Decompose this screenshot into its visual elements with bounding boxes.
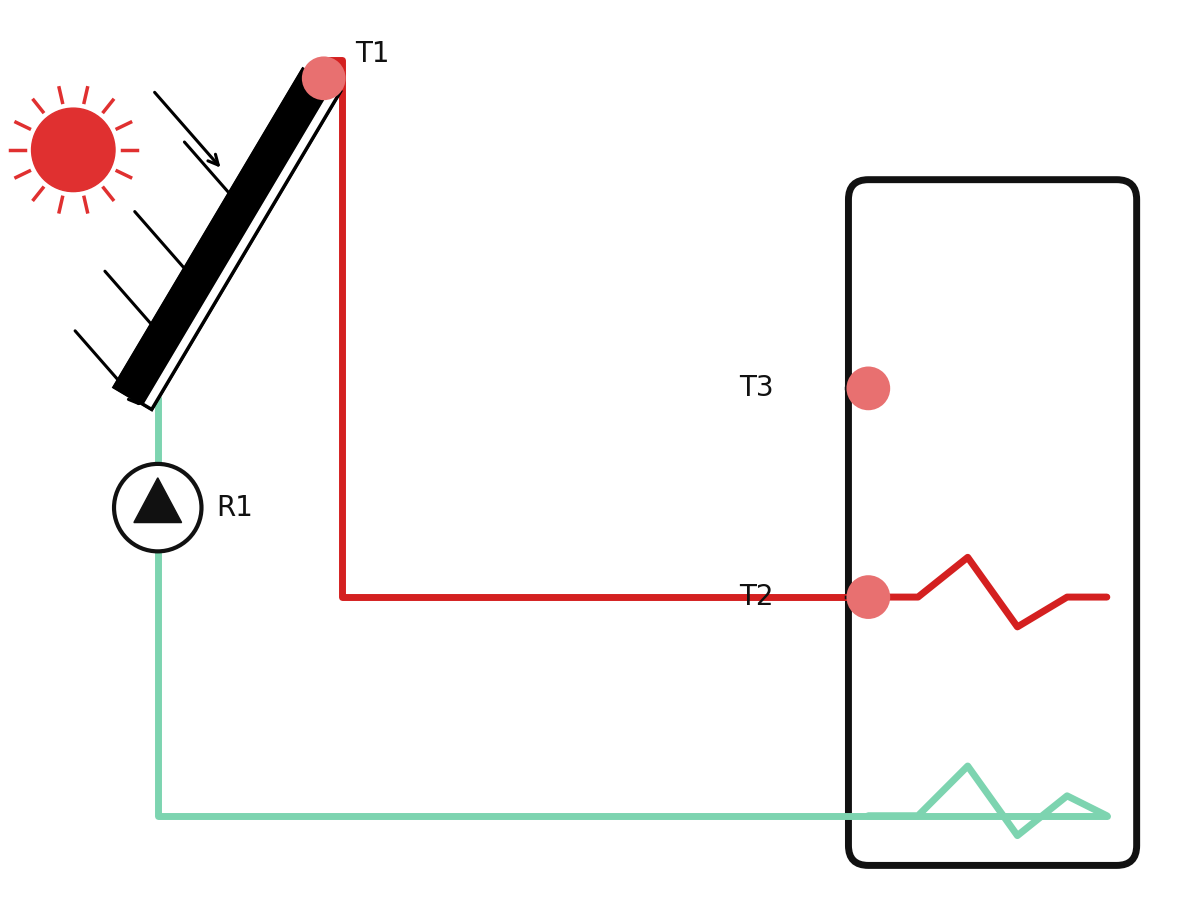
FancyBboxPatch shape — [848, 180, 1136, 866]
Circle shape — [114, 464, 202, 551]
Polygon shape — [144, 87, 341, 409]
Text: T3: T3 — [739, 374, 774, 402]
Polygon shape — [134, 478, 181, 523]
Circle shape — [846, 366, 890, 410]
Text: R1: R1 — [216, 494, 253, 522]
Circle shape — [302, 57, 346, 101]
Polygon shape — [114, 69, 341, 409]
Circle shape — [846, 576, 890, 619]
Text: T2: T2 — [739, 583, 774, 611]
Text: T1: T1 — [355, 40, 390, 68]
Circle shape — [31, 108, 115, 191]
